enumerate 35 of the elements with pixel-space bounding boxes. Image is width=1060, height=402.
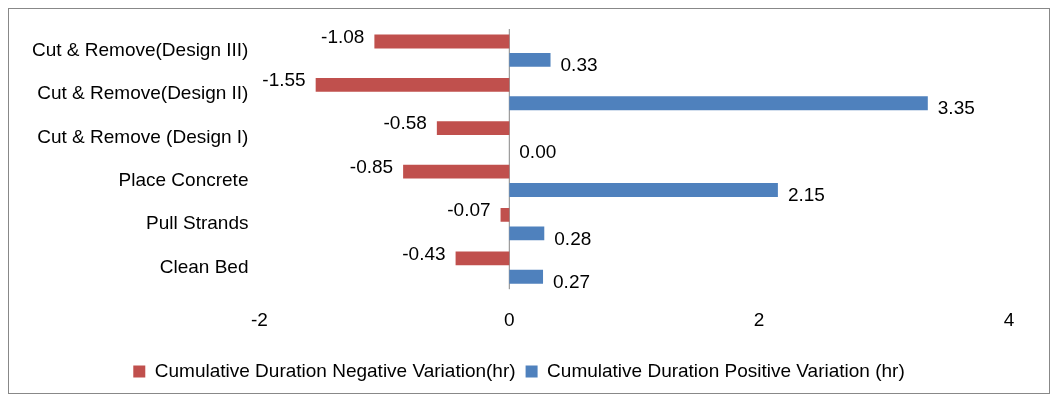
data-label: 2.15 [787,184,825,206]
x-tick-label: 4 [1003,308,1015,330]
data-label: 0.28 [554,227,592,249]
data-label: 3.35 [937,97,975,119]
data-label: -0.58 [383,112,427,134]
bar [436,121,510,136]
bar [315,77,510,92]
bar [403,164,510,179]
y-tick-label: Clean Bed [159,255,249,277]
legend-label: Cumulative Duration Positive Variation (hr) [547,359,905,381]
data-label: 0.00 [519,140,557,162]
data-label: -0.07 [447,199,491,221]
y-tick-label: Cut & Remove (Design I) [37,125,249,147]
bar [500,208,510,222]
bar [509,183,778,197]
data-label: 0.33 [560,54,598,76]
y-tick-label: Cut & Remove(Design II) [37,82,249,104]
bar [374,34,510,49]
y-tick-label: Cut & Remove(Design III) [31,38,249,60]
x-tick-label: -2 [251,308,268,330]
legend-label: Cumulative Duration Negative Variation(hr) [154,359,516,381]
bar [509,226,545,241]
y-tick-label: Place Concrete [118,169,249,191]
bar [455,251,510,266]
bar [509,269,544,284]
data-label: -0.43 [402,242,446,264]
data-label: -1.55 [262,69,306,91]
bar [509,96,928,111]
data-label: -1.08 [321,25,365,47]
data-label: -0.85 [349,155,394,177]
data-label: 0.27 [553,270,591,292]
x-tick-label: 2 [753,308,765,330]
bar [509,52,551,67]
y-tick-label: Pull Strands [146,212,249,234]
x-tick-label: 0 [504,308,515,330]
